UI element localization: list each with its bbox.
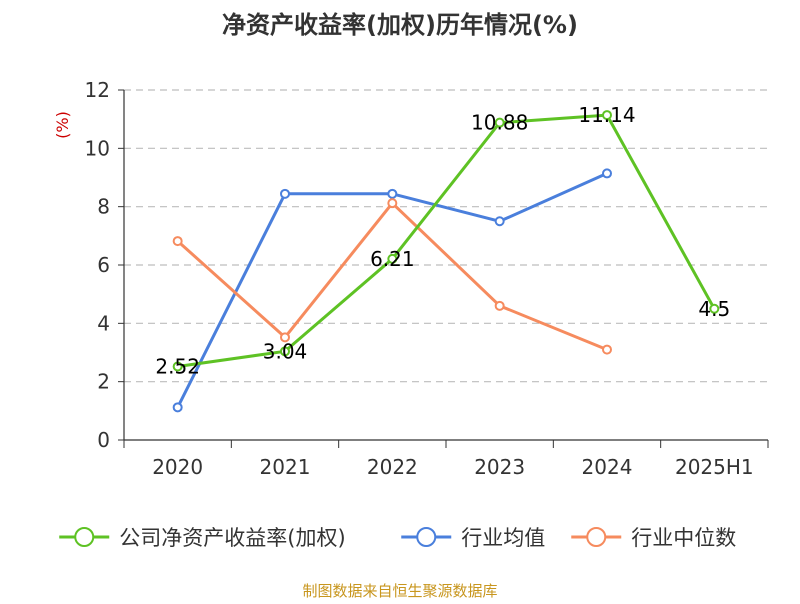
data-point [494, 300, 505, 311]
series-lines [172, 110, 720, 413]
y-tick-label: 12 [85, 78, 110, 102]
data-label: 4.5 [698, 297, 730, 321]
x-tick-label: 2022 [367, 455, 418, 479]
y-axis-unit-label: (%) [53, 111, 72, 139]
data-point [387, 198, 398, 209]
legend-swatch-marker [416, 527, 437, 547]
x-tick-label: 2025H1 [675, 455, 754, 479]
series-2 [172, 198, 612, 355]
data-point [280, 188, 290, 199]
data-point [602, 344, 612, 355]
data-point [387, 188, 398, 199]
y-tick-label: 6 [97, 253, 110, 277]
series-0 [172, 110, 720, 372]
chart-title: 净资产收益率(加权)历年情况(%) [222, 11, 578, 39]
legend: 公司净资产收益率(加权) 行业均值 行业中位数 [59, 526, 736, 550]
data-point [280, 332, 290, 343]
x-tick-label: 2020 [152, 455, 203, 479]
x-tick-label: 2021 [260, 455, 311, 479]
data-label: 10.88 [471, 111, 528, 135]
legend-label: 行业均值 [461, 526, 545, 550]
data-point [709, 303, 720, 314]
x-tick-label: 2023 [474, 455, 525, 479]
axes: 0 2 4 6 8 10 12 2020 2021 2022 2023 2024 2025H1 [85, 78, 769, 479]
legend-swatch-marker [586, 527, 607, 547]
data-label: 3.04 [263, 339, 308, 363]
data-point [602, 110, 612, 121]
data-point [280, 346, 290, 357]
y-tick-label: 0 [97, 428, 110, 452]
data-point [494, 216, 505, 227]
x-tick-label: 2024 [582, 455, 633, 479]
legend-swatch-marker [74, 527, 95, 547]
data-label: 11.14 [578, 103, 635, 127]
data-point [172, 402, 183, 413]
legend-item: 行业均值 [401, 526, 545, 550]
series-line [176, 172, 608, 408]
legend-item: 行业中位数 [571, 526, 736, 550]
series-1 [172, 168, 612, 413]
data-label: 6.21 [370, 247, 415, 271]
source-note: 制图数据来自恒生聚源数据库 [302, 582, 497, 600]
y-tick-label: 10 [85, 136, 110, 160]
data-point [172, 361, 183, 372]
legend-item: 公司净资产收益率(加权) [59, 526, 346, 550]
legend-label: 公司净资产收益率(加权) [119, 526, 345, 550]
data-point [387, 253, 398, 264]
y-tick-label: 2 [97, 370, 110, 394]
data-labels: 2.52 3.04 6.21 10.88 11.14 4.5 [155, 103, 730, 378]
grid-lines [124, 89, 768, 383]
series-line [177, 113, 716, 368]
y-tick-label: 4 [97, 311, 110, 335]
data-point [494, 117, 505, 128]
data-point [602, 168, 612, 179]
data-point [172, 236, 183, 247]
legend-label: 行业中位数 [631, 526, 736, 550]
data-label: 2.52 [155, 355, 200, 379]
y-tick-label: 8 [97, 195, 110, 219]
